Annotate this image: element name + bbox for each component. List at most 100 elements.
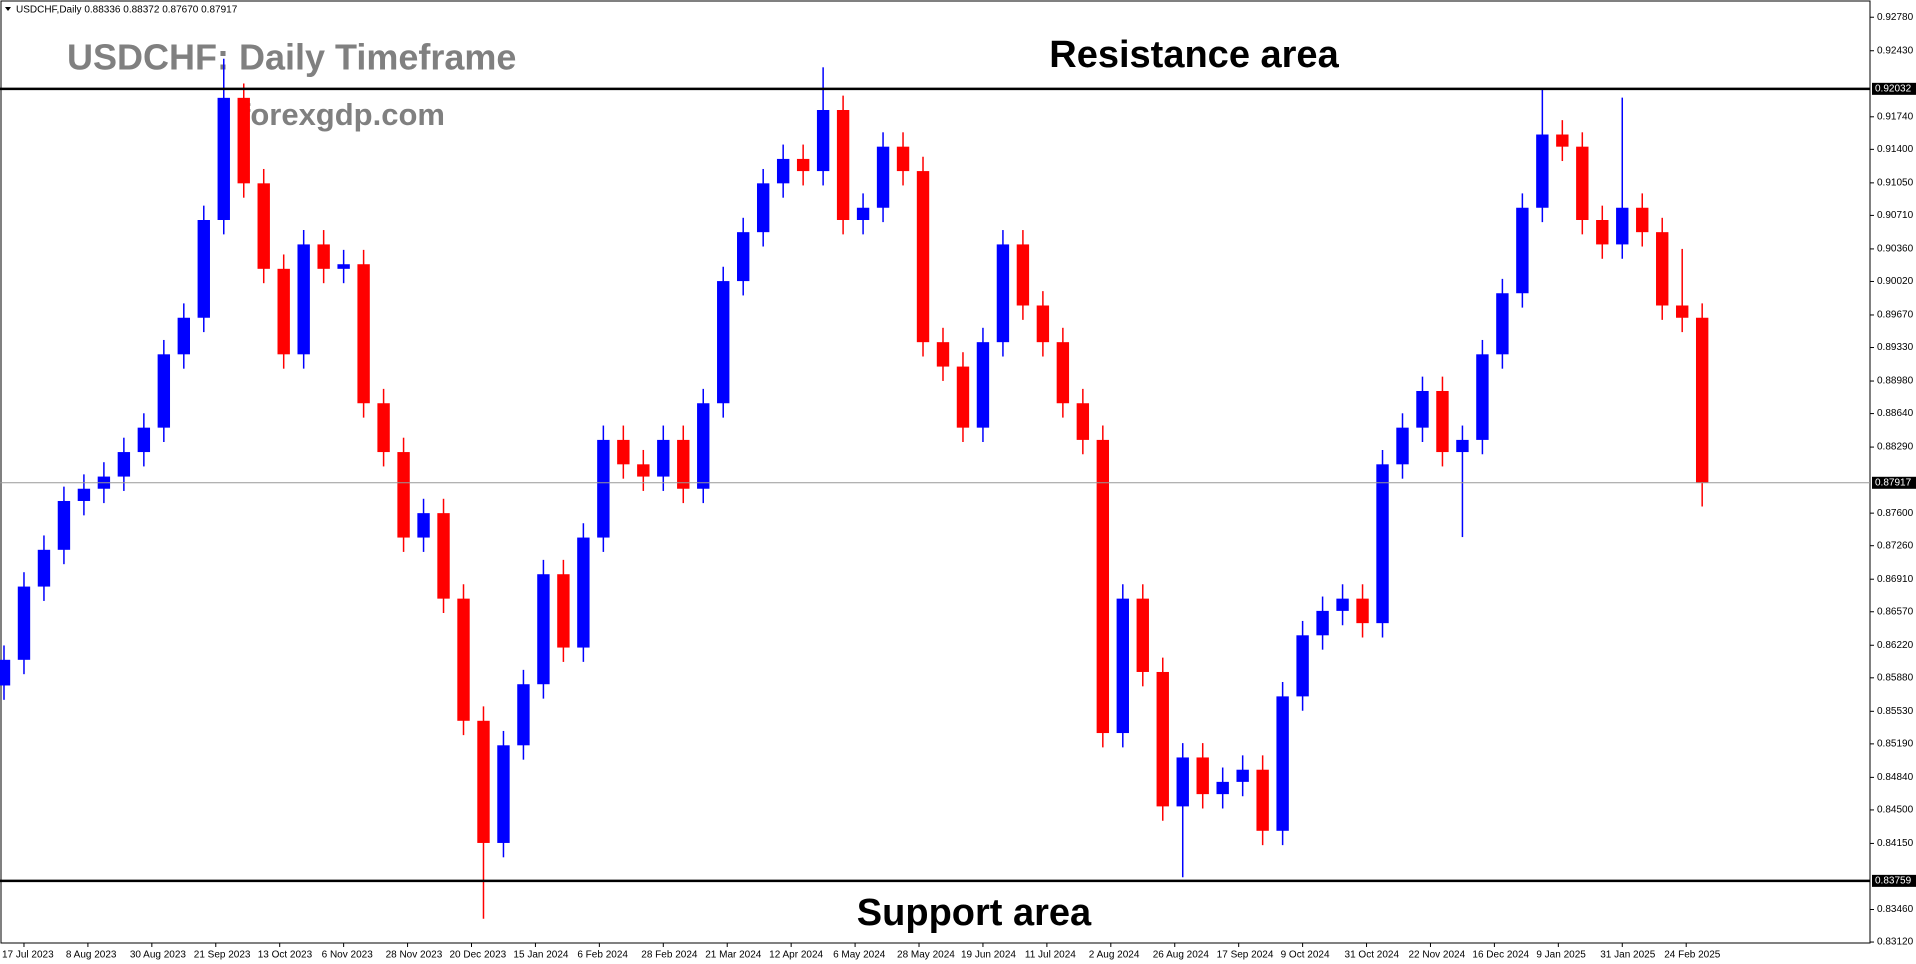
candle-body <box>297 244 310 355</box>
x-tick-label: 22 Nov 2024 <box>1408 950 1465 961</box>
candle-body <box>1536 134 1549 208</box>
x-tick-label: 16 Dec 2024 <box>1472 950 1529 961</box>
candle-body <box>836 110 850 221</box>
candle-body <box>936 342 950 367</box>
x-tick-label: 30 Aug 2023 <box>130 950 187 961</box>
y-tick-label: 0.88980 <box>1877 376 1914 387</box>
candle-body <box>657 439 670 477</box>
x-tick-label: 21 Sep 2023 <box>194 950 251 961</box>
level-name: Support area <box>857 892 1092 934</box>
plot-frame <box>0 0 1871 944</box>
x-tick-label: 6 Nov 2023 <box>322 950 374 961</box>
candle-body <box>137 427 151 453</box>
y-tick-label: 0.86220 <box>1877 640 1914 651</box>
candle-body <box>1076 403 1090 440</box>
candle-body <box>397 452 410 538</box>
candle-body <box>996 244 1010 343</box>
candle-body <box>437 513 450 599</box>
candle-body <box>717 281 730 404</box>
candle-body <box>1036 305 1050 343</box>
candle-body <box>1496 293 1509 355</box>
x-tick-label: 28 May 2024 <box>897 950 955 961</box>
y-tick-label: 0.85190 <box>1877 739 1914 750</box>
candle-body <box>756 183 770 233</box>
candle-body <box>317 244 330 269</box>
candle-body <box>417 513 430 538</box>
candle-body <box>1196 757 1209 795</box>
candle-body <box>1616 207 1629 245</box>
candle-body <box>1276 696 1289 831</box>
y-tick-label: 0.84840 <box>1877 772 1914 783</box>
candle-body <box>237 97 250 184</box>
y-tick-label: 0.88290 <box>1877 442 1914 453</box>
candle-body <box>1516 207 1529 294</box>
chart-title: USDCHF: Daily Timeframe <box>67 37 516 78</box>
y-tick-label: 0.85530 <box>1877 706 1914 717</box>
x-tick-label: 11 Jul 2024 <box>1025 950 1076 961</box>
candle-body <box>637 464 650 477</box>
x-tick-label: 28 Feb 2024 <box>641 950 698 961</box>
candle-body <box>976 342 990 428</box>
y-tick-label: 0.90360 <box>1877 244 1914 255</box>
x-tick-label: 31 Jan 2025 <box>1600 950 1655 961</box>
candle-body <box>537 574 550 685</box>
level-box <box>1872 874 1916 887</box>
candle-body <box>1296 635 1309 697</box>
candle-body <box>277 268 290 355</box>
level-label: 0.83759 <box>1875 876 1912 887</box>
candle-body <box>0 659 11 686</box>
candle-body <box>37 549 51 587</box>
candle-body <box>557 574 570 648</box>
y-tick-label: 0.89670 <box>1877 310 1914 321</box>
candle-body <box>1456 439 1469 453</box>
x-tick-label: 20 Dec 2023 <box>449 950 506 961</box>
x-tick-label: 9 Oct 2024 <box>1281 950 1330 961</box>
candle-body <box>597 439 610 538</box>
candle-body <box>1136 598 1149 672</box>
candle-body <box>157 354 171 428</box>
candle-body <box>816 110 830 172</box>
candle-body <box>1436 390 1449 453</box>
candle-body <box>876 146 890 208</box>
candle-body <box>517 684 530 746</box>
candle-body <box>956 366 970 428</box>
x-tick-label: 2 Aug 2024 <box>1089 950 1140 961</box>
candle-body <box>916 171 930 343</box>
candle-body <box>1556 134 1569 147</box>
x-tick-label: 8 Aug 2023 <box>66 950 117 961</box>
candle-body <box>217 97 230 221</box>
candle-body <box>1256 769 1269 831</box>
chart-subtitle: forexgdp.com <box>240 97 445 132</box>
x-tick-label: 28 Nov 2023 <box>386 950 443 961</box>
y-tick-label: 0.91740 <box>1877 111 1914 122</box>
x-tick-label: 6 May 2024 <box>833 950 886 961</box>
candle-body <box>1376 464 1389 624</box>
candle-body <box>856 207 870 221</box>
x-tick-label: 31 Oct 2024 <box>1345 950 1400 961</box>
candle-body <box>1056 342 1070 404</box>
y-tick-label: 0.87260 <box>1877 540 1914 551</box>
header: USDCHF,Daily 0.88336 0.88372 0.87670 0.8… <box>16 5 238 16</box>
x-tick-label: 6 Feb 2024 <box>577 950 628 961</box>
y-tick-label: 0.86570 <box>1877 606 1914 617</box>
candle-body <box>677 439 690 489</box>
header-arrow <box>5 7 11 11</box>
y-tick-label: 0.83120 <box>1877 937 1914 948</box>
y-tick-label: 0.84150 <box>1877 838 1914 849</box>
level-label: 0.87917 <box>1875 477 1912 488</box>
candle-body <box>497 745 510 843</box>
candle-body <box>1176 757 1189 807</box>
y-tick-label: 0.83460 <box>1877 904 1914 915</box>
candle-body <box>357 264 370 404</box>
candle-body <box>1216 781 1229 795</box>
candle-body <box>1236 769 1249 782</box>
candle-body <box>337 264 350 269</box>
y-tick-label: 0.90020 <box>1877 276 1914 287</box>
level-box <box>1872 476 1916 489</box>
x-tick-label: 19 Jun 2024 <box>961 950 1016 961</box>
candle-body <box>117 452 131 477</box>
candle-body <box>1636 207 1649 233</box>
candle-body <box>796 158 810 172</box>
candle-body <box>1336 598 1349 611</box>
